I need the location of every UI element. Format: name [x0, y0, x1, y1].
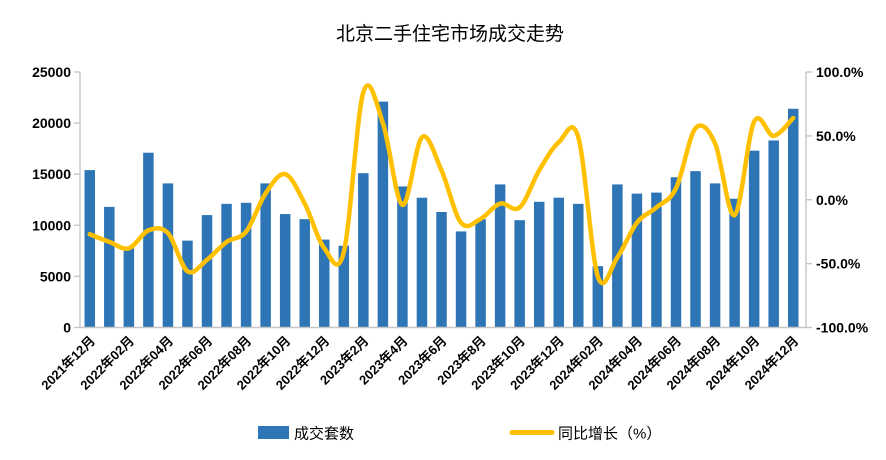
bar-2023年5月: [416, 197, 428, 328]
bar-2022年12月: [319, 239, 330, 328]
bar-2024年05月: [651, 192, 662, 328]
bar-2023年9月: [494, 184, 506, 328]
bars-series: [84, 101, 799, 328]
y-left-tick-label: 5000: [40, 268, 71, 284]
bar-2024年09月: [729, 198, 740, 328]
bar-2024年02月: [592, 266, 604, 328]
bar-2022年05月: [182, 240, 193, 328]
bar-2023年8月: [475, 219, 486, 328]
bar-2022年04月: [162, 183, 174, 328]
bar-2023年11月: [533, 201, 545, 328]
y-left-tick-label: 20000: [32, 115, 71, 131]
bar-2024年11月: [768, 140, 779, 328]
legend-bar-label: 成交套数: [294, 425, 354, 443]
bar-2022年02月: [123, 246, 135, 328]
legend-line-label: 同比增长（%）: [558, 426, 661, 443]
bar-2022年10月: [279, 214, 291, 328]
bar-2021年12月: [84, 170, 96, 328]
bar-2022年09月: [260, 183, 271, 328]
bar-2022年07月: [221, 203, 232, 328]
y-right-tick-label: 0.0%: [816, 192, 848, 208]
y-left-tick-label: 0: [63, 320, 71, 336]
y-left-tick-label: 25000: [32, 64, 71, 80]
y-left-tick-label: 15000: [32, 166, 71, 182]
bar-2024年01月: [573, 203, 584, 328]
bar-2022年01月: [104, 206, 115, 328]
y-axis-right: -100.0% -50.0% 0.0% 50.0% 100.0%: [805, 64, 869, 336]
y-right-tick-label: 100.0%: [816, 64, 864, 80]
bar-2022年06月: [201, 215, 213, 328]
bar-2023年3月: [377, 101, 389, 328]
legend: 成交套数 同比增长（%）: [258, 425, 661, 443]
bar-2024年06月: [670, 177, 682, 328]
y-right-tick-label: -100.0%: [816, 320, 869, 336]
bar-2024年12月: [787, 108, 799, 328]
bar-2024年08月: [709, 183, 721, 328]
bar-2023年7月: [455, 231, 467, 328]
yoy-growth-line: [87, 83, 796, 286]
y-axis-left: 0 5000 10000 15000 20000 25000: [32, 64, 81, 336]
bar-2022年11月: [299, 219, 310, 328]
y-right-tick-label: -50.0%: [816, 256, 861, 272]
legend-bar-swatch: [258, 426, 289, 439]
bar-2022年08月: [240, 202, 252, 328]
bar-2023年12月: [553, 197, 564, 328]
bar-2022年03月: [143, 152, 154, 328]
y-left-tick-label: 10000: [32, 217, 71, 233]
x-axis: 2021年12月2022年02月2022年04月2022年06月2022年08月…: [38, 326, 806, 393]
chart-title: 北京二手住宅市场成交走势: [336, 23, 564, 45]
bar-2023年4月: [397, 186, 408, 328]
bar-2024年10月: [748, 150, 760, 328]
bar-2023年1月: [338, 245, 350, 328]
bar-2024年07月: [690, 171, 701, 328]
y-right-tick-label: 50.0%: [816, 128, 856, 144]
bar-2023年2月: [358, 173, 369, 328]
bar-2023年10月: [514, 220, 525, 328]
bar-2023年6月: [436, 212, 447, 328]
bar-2024年04月: [631, 193, 643, 328]
